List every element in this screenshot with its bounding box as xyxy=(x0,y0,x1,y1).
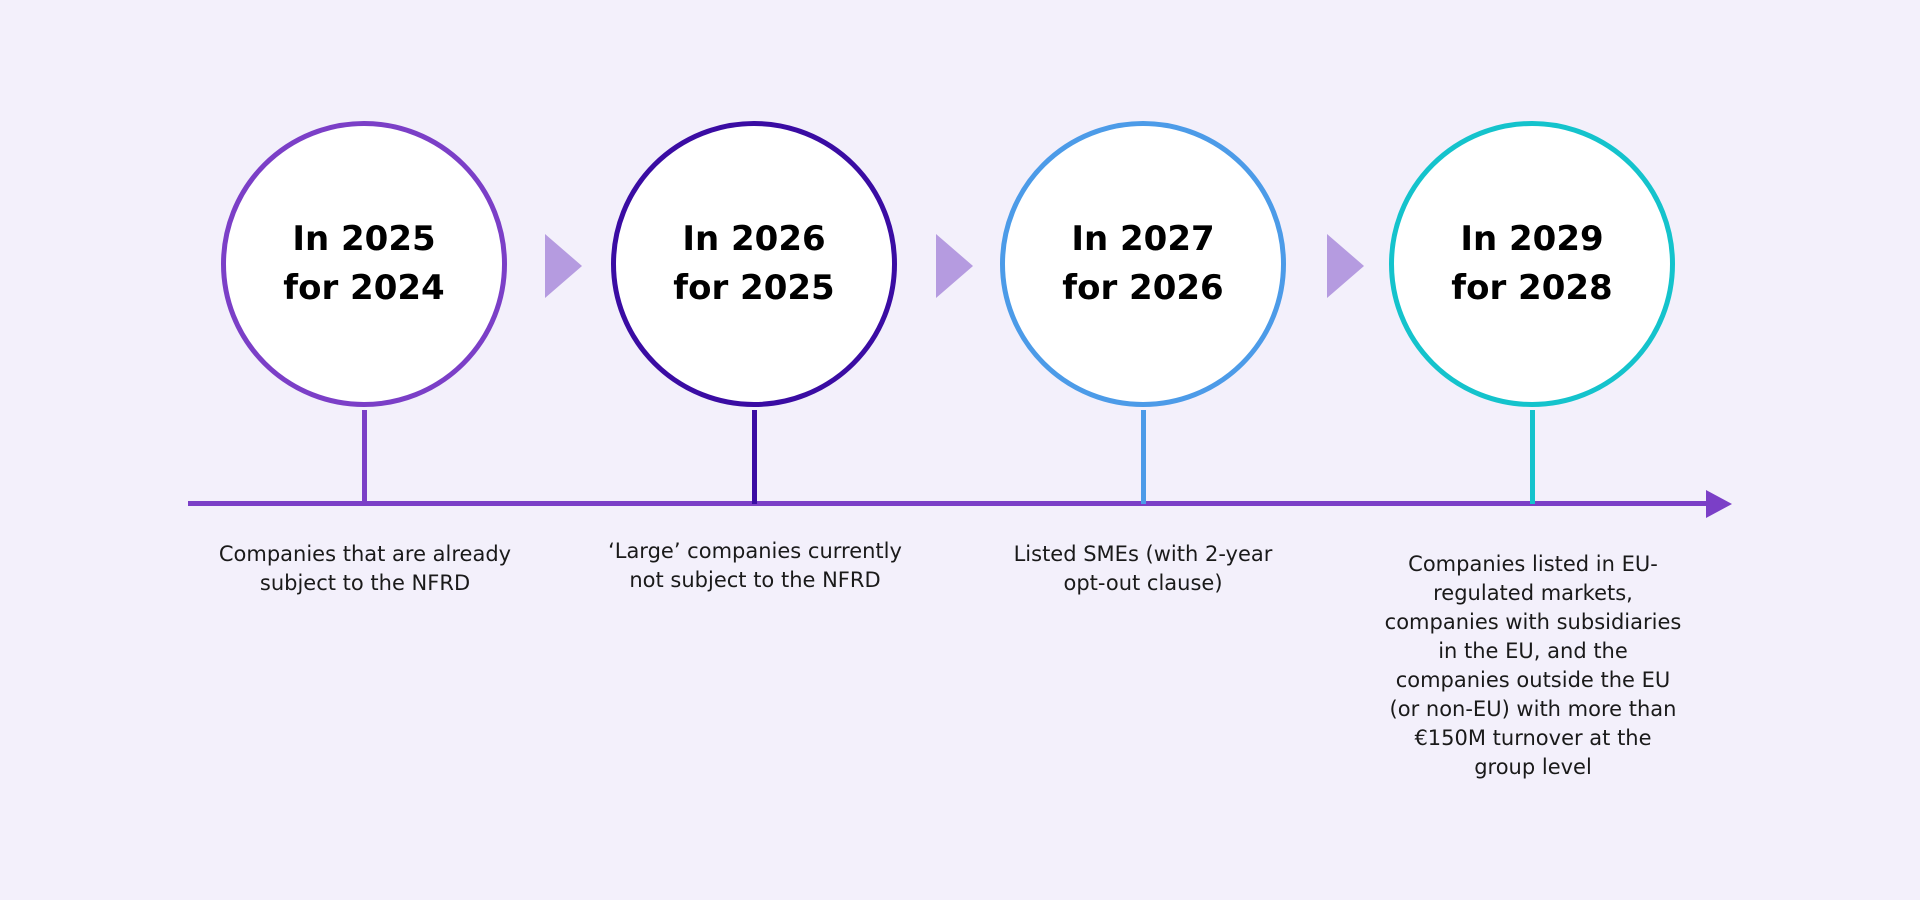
stage-1-description: Companies that are already subject to th… xyxy=(218,542,512,595)
stage-1-line2: for 2024 xyxy=(283,268,445,308)
chevron-right-icon xyxy=(1327,234,1364,298)
stage-3-circle: In 2027 for 2026 xyxy=(1000,121,1286,407)
chevron-right-icon xyxy=(936,234,973,298)
stage-2-description: ‘Large’ companies currently not subject … xyxy=(608,539,902,592)
stage-2-line1: In 2026 xyxy=(682,219,826,259)
stage-4-stem xyxy=(1530,410,1535,504)
arrow-right-icon xyxy=(1706,490,1732,518)
stage-3-line2: for 2026 xyxy=(1062,268,1224,308)
stage-4-line2: for 2028 xyxy=(1451,268,1613,308)
stage-4-circle: In 2029 for 2028 xyxy=(1389,121,1675,407)
stage-4-line1: In 2029 xyxy=(1460,219,1604,259)
stage-3-description: Listed SMEs (with 2-year opt-out clause) xyxy=(1013,542,1273,595)
stage-2-line2: for 2025 xyxy=(673,268,835,308)
stage-1-stem xyxy=(362,410,367,504)
stage-1-line1: In 2025 xyxy=(292,219,436,259)
timeline-axis xyxy=(188,501,1708,506)
chevron-right-icon xyxy=(545,234,582,298)
stage-2-circle: In 2026 for 2025 xyxy=(611,121,897,407)
stage-3-stem xyxy=(1141,410,1146,504)
stage-1-circle: In 2025 for 2024 xyxy=(221,121,507,407)
stage-4-description: Companies listed in EU-regulated markets… xyxy=(1384,552,1682,779)
stage-2-stem xyxy=(752,410,757,504)
stage-3-line1: In 2027 xyxy=(1071,219,1215,259)
